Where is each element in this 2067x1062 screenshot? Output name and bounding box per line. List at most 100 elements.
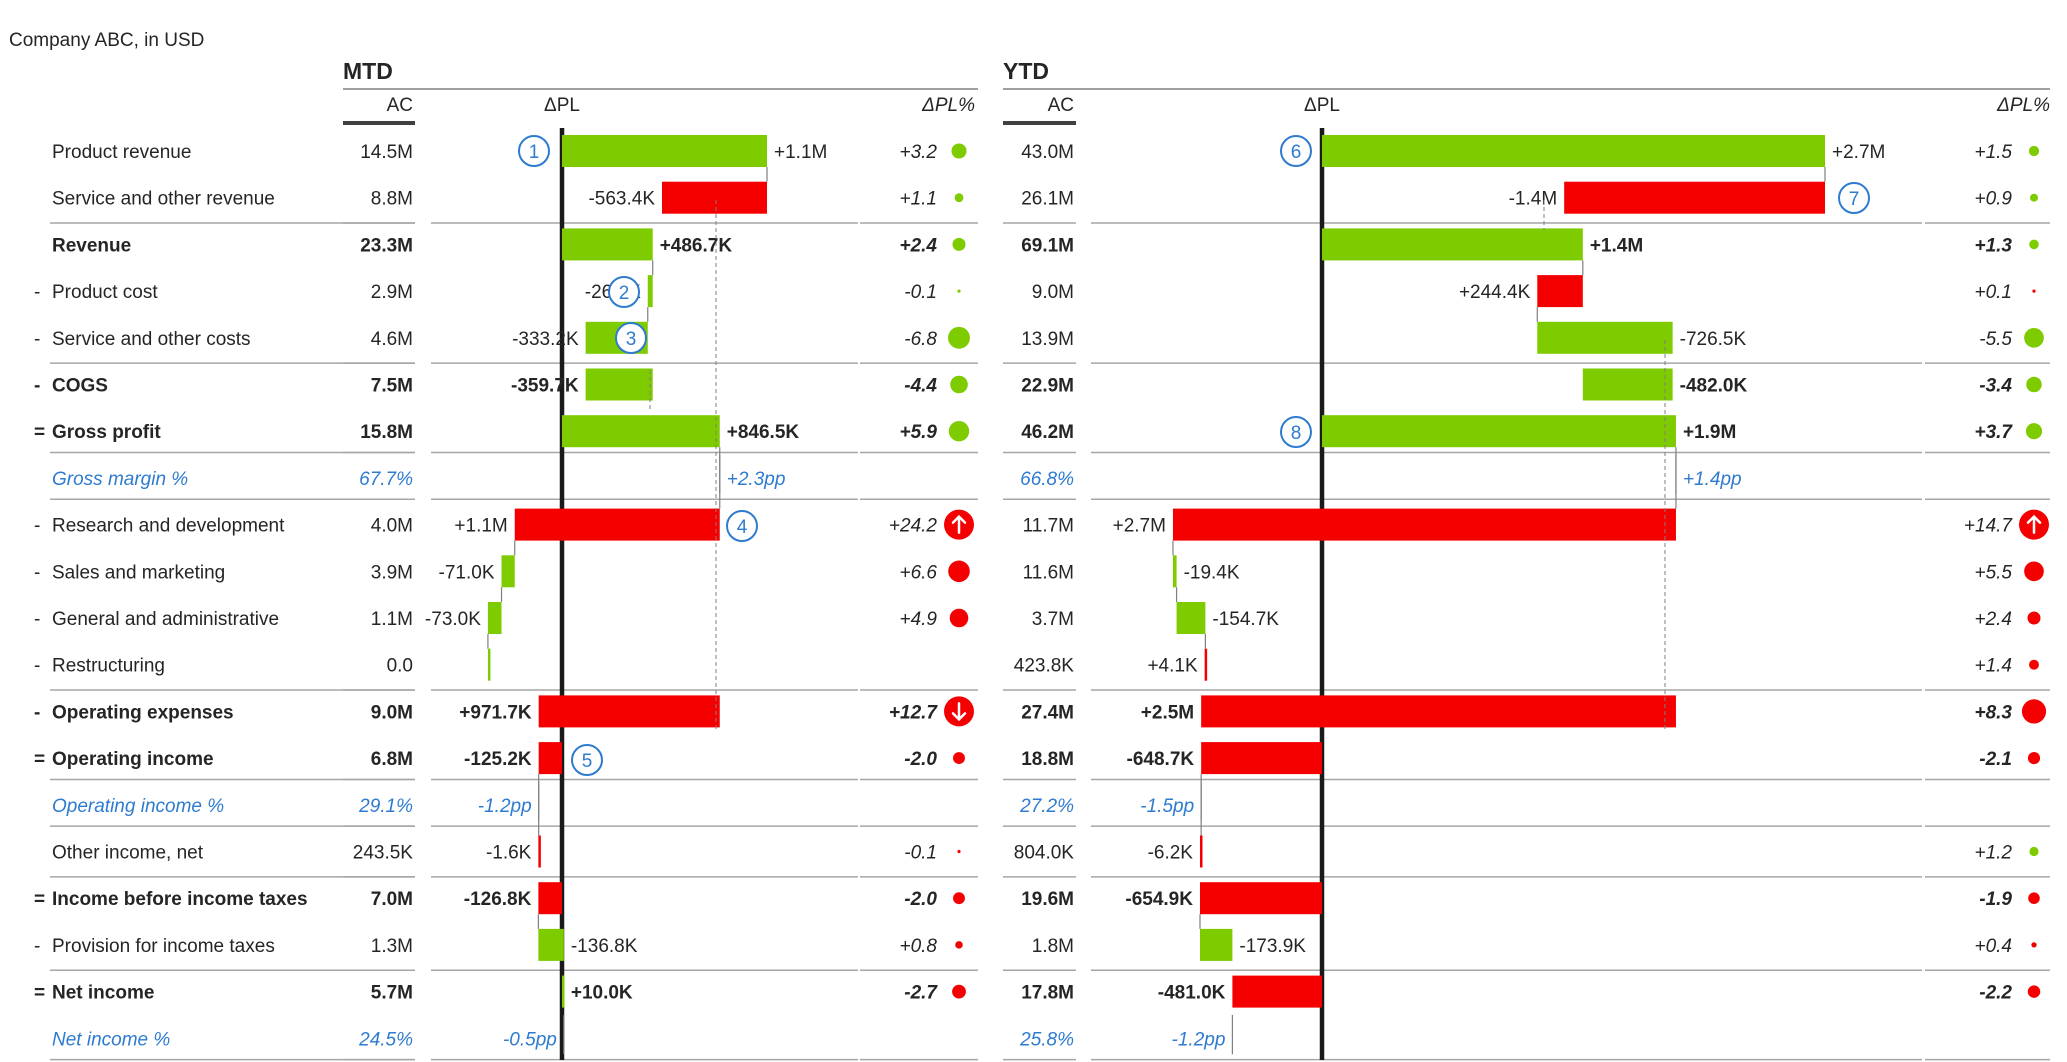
mtd-waterfall-bar bbox=[647, 275, 653, 308]
ytd-pct-value: -2.1 bbox=[1979, 749, 2012, 770]
ytd-callout-number: 6 bbox=[1291, 142, 1302, 163]
ytd-ac-value: 9.0M bbox=[1032, 282, 1074, 303]
mtd-bar-label: -333.2K bbox=[512, 329, 579, 350]
ytd-waterfall-bar bbox=[1176, 602, 1206, 634]
mtd-ac-header: AC bbox=[387, 95, 413, 116]
ytd-waterfall-bar bbox=[1322, 415, 1676, 448]
mtd-bar-label: -563.4K bbox=[588, 189, 655, 210]
ytd-pct-dot bbox=[2029, 659, 2039, 670]
mtd-pct-value: +6.6 bbox=[899, 562, 937, 583]
row-label: Operating income bbox=[52, 749, 214, 770]
ytd-ac-value: 27.2% bbox=[1019, 796, 1074, 817]
ytd-pct-dot bbox=[2029, 239, 2039, 250]
mtd-waterfall-bar bbox=[562, 415, 720, 448]
mtd-pct-dot bbox=[952, 984, 966, 999]
ytd-pct-value: +1.2 bbox=[1974, 843, 2012, 864]
row-label: Revenue bbox=[52, 235, 131, 256]
ytd-pct-dot bbox=[2029, 846, 2039, 857]
mtd-pct-value: +0.8 bbox=[899, 936, 937, 957]
mtd-pct-dot bbox=[948, 560, 970, 583]
mtd-ratio-delta: -1.2pp bbox=[478, 796, 532, 817]
ytd-ac-value: 17.8M bbox=[1021, 983, 1074, 1004]
mtd-pct-dot bbox=[948, 326, 970, 349]
mtd-waterfall-bar bbox=[562, 228, 653, 261]
mtd-waterfall-bar bbox=[562, 975, 565, 1008]
mtd-waterfall-bar bbox=[514, 508, 720, 541]
mtd-pct-dot bbox=[954, 193, 964, 203]
mtd-pct-value: +5.9 bbox=[899, 422, 937, 443]
mtd-pct-value: -0.1 bbox=[904, 282, 937, 303]
mtd-pct-dot bbox=[953, 892, 965, 905]
ytd-pct-value: +0.1 bbox=[1974, 282, 2012, 303]
ytd-ratio-delta: -1.2pp bbox=[1172, 1029, 1226, 1050]
row-prefix: - bbox=[34, 516, 40, 537]
ytd-dpl-header: ΔPL bbox=[1304, 95, 1340, 116]
mtd-callout-number: 4 bbox=[737, 517, 748, 538]
mtd-pct-value: +1.1 bbox=[899, 189, 937, 210]
row-prefix: - bbox=[34, 562, 40, 583]
mtd-callout-circle bbox=[571, 744, 603, 776]
ytd-ac-value: 18.8M bbox=[1021, 749, 1074, 770]
ytd-bar-label: -6.2K bbox=[1148, 843, 1194, 864]
ytd-ac-value: 22.9M bbox=[1021, 376, 1074, 397]
mtd-dpl-header: ΔPL bbox=[544, 95, 580, 116]
ytd-pct-header: ΔPL% bbox=[1996, 95, 2050, 116]
mtd-ac-value: 4.6M bbox=[371, 329, 413, 350]
ytd-pct-value: +1.5 bbox=[1974, 142, 2012, 163]
row-label: Net income % bbox=[52, 1029, 170, 1050]
row-label: Product revenue bbox=[52, 142, 191, 163]
mtd-ratio-delta: -0.5pp bbox=[503, 1029, 557, 1050]
mtd-pct-value: -2.0 bbox=[904, 749, 937, 770]
ytd-pct-value: +8.3 bbox=[1974, 702, 2012, 723]
ytd-pct-value: +5.5 bbox=[1974, 562, 2012, 583]
ytd-bar-label: -726.5K bbox=[1680, 329, 1747, 350]
ytd-ac-value: 43.0M bbox=[1021, 142, 1074, 163]
mtd-bar-label: -136.8K bbox=[571, 936, 638, 957]
mtd-pct-dot bbox=[951, 143, 967, 159]
ytd-pct-dot bbox=[2026, 376, 2042, 393]
ytd-waterfall-bar bbox=[1537, 321, 1673, 354]
ytd-callout-circle bbox=[1838, 182, 1870, 214]
mtd-ac-value: 2.9M bbox=[371, 282, 413, 303]
row-label: Provision for income taxes bbox=[52, 936, 275, 957]
ytd-bar-label: +4.1K bbox=[1147, 656, 1198, 677]
mtd-pct-dot bbox=[950, 375, 968, 394]
mtd-waterfall-bar bbox=[562, 135, 767, 167]
mtd-ac-value: 23.3M bbox=[360, 235, 413, 256]
mtd-pct-value: +24.2 bbox=[889, 516, 938, 537]
mtd-pct-dot bbox=[948, 420, 970, 442]
ytd-bar-label: -19.4K bbox=[1184, 562, 1240, 583]
mtd-ac-value: 67.7% bbox=[359, 469, 413, 490]
row-label: Gross margin % bbox=[52, 469, 188, 490]
mtd-bar-label: +10.0K bbox=[571, 983, 633, 1004]
row-prefix: - bbox=[34, 609, 40, 630]
mtd-ac-value: 29.1% bbox=[358, 796, 413, 817]
mtd-outlier-arrow-icon bbox=[951, 514, 967, 534]
mtd-pct-dot bbox=[953, 752, 965, 765]
mtd-waterfall-bar bbox=[662, 181, 767, 214]
ytd-callout-number: 7 bbox=[1849, 189, 1860, 210]
mtd-ratio-delta: +2.3pp bbox=[727, 469, 786, 490]
mtd-bar-label: +846.5K bbox=[727, 422, 800, 443]
row-label: General and administrative bbox=[52, 609, 279, 630]
mtd-callout-number: 3 bbox=[626, 329, 637, 350]
mtd-bar-label: +1.1M bbox=[454, 516, 507, 537]
mtd-waterfall-bar bbox=[538, 835, 541, 868]
ytd-ac-value: 27.4M bbox=[1021, 702, 1074, 723]
mtd-waterfall-bar bbox=[501, 555, 515, 588]
row-label: Research and development bbox=[52, 516, 285, 537]
ytd-pct-value: -5.5 bbox=[1979, 329, 2012, 350]
mtd-ac-value: 9.0M bbox=[371, 702, 413, 723]
mtd-ac-value: 24.5% bbox=[358, 1029, 413, 1050]
ytd-waterfall-bar bbox=[1322, 135, 1825, 167]
mtd-ac-value: 0.0 bbox=[387, 656, 413, 677]
mtd-pct-value: -2.7 bbox=[904, 983, 938, 1004]
mtd-bar-label: -73.0K bbox=[425, 609, 481, 630]
ytd-pct-dot bbox=[2030, 193, 2038, 202]
mtd-callout-number: 1 bbox=[529, 142, 540, 163]
ytd-ac-value: 3.7M bbox=[1032, 609, 1074, 630]
mtd-pct-value: -2.0 bbox=[904, 889, 937, 910]
mtd-ac-value: 7.0M bbox=[371, 889, 413, 910]
row-label: Gross profit bbox=[52, 422, 161, 443]
